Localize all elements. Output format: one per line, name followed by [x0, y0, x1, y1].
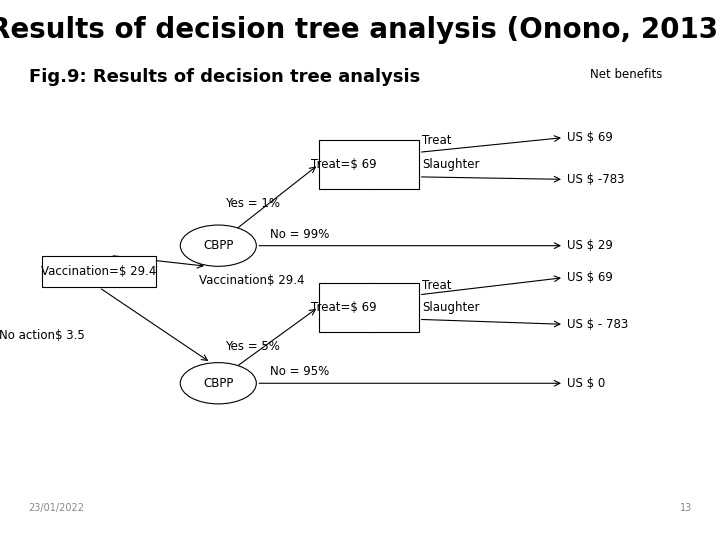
Text: Net benefits: Net benefits [590, 68, 662, 80]
Text: Vaccination$ 29.4: Vaccination$ 29.4 [199, 274, 305, 287]
Text: Treat: Treat [422, 279, 451, 292]
Text: US $ 69: US $ 69 [567, 271, 613, 284]
Text: Slaughter: Slaughter [422, 158, 480, 171]
Text: Treat=$ 69: Treat=$ 69 [311, 158, 377, 171]
Text: Vaccination=$ 29.4: Vaccination=$ 29.4 [41, 265, 157, 278]
FancyBboxPatch shape [318, 140, 419, 189]
Text: Treat: Treat [422, 134, 451, 147]
Text: Treat=$ 69: Treat=$ 69 [311, 301, 377, 314]
Text: 13: 13 [680, 503, 692, 514]
Text: US $ 69: US $ 69 [567, 131, 613, 144]
FancyBboxPatch shape [318, 282, 419, 332]
Text: CBPP: CBPP [203, 377, 233, 390]
Ellipse shape [180, 225, 256, 266]
Text: Yes = 5%: Yes = 5% [225, 340, 280, 353]
Text: US $ -783: US $ -783 [567, 173, 625, 186]
Text: No action$ 3.5: No action$ 3.5 [0, 329, 85, 342]
Text: US $ - 783: US $ - 783 [567, 318, 629, 331]
Text: Fig.9: Results of decision tree analysis: Fig.9: Results of decision tree analysis [29, 68, 420, 85]
Text: US $ 29: US $ 29 [567, 239, 613, 252]
Text: US $ 0: US $ 0 [567, 377, 606, 390]
Text: Results of decision tree analysis (Onono, 2013): Results of decision tree analysis (Onono… [0, 16, 720, 44]
Text: 23/01/2022: 23/01/2022 [28, 503, 84, 514]
Text: No = 99%: No = 99% [270, 228, 330, 241]
FancyBboxPatch shape [42, 255, 156, 287]
Ellipse shape [180, 363, 256, 404]
Text: Yes = 1%: Yes = 1% [225, 197, 280, 210]
Text: No = 95%: No = 95% [270, 366, 329, 379]
Text: Slaughter: Slaughter [422, 301, 480, 314]
Text: CBPP: CBPP [203, 239, 233, 252]
